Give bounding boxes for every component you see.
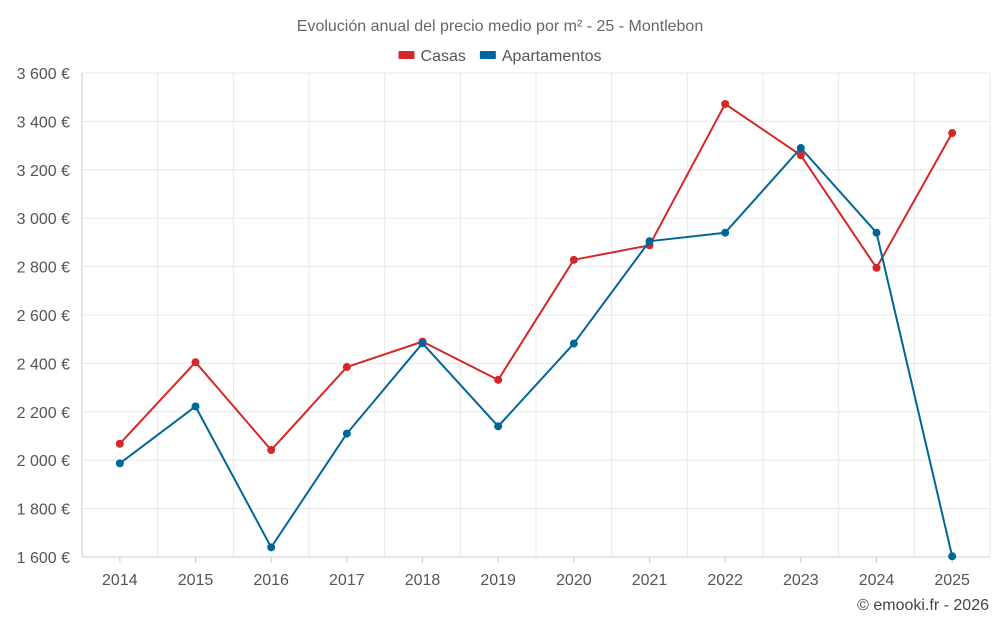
data-point-apartamentos[interactable] — [948, 552, 957, 561]
x-tick-label: 2022 — [707, 572, 743, 589]
series-line-apartamentos — [119, 147, 954, 557]
x-tick-label: 2017 — [329, 572, 365, 589]
x-tick-label: 2025 — [934, 572, 970, 589]
y-tick-label: 2 600 € — [17, 308, 70, 325]
legend: Casas Apartamentos — [398, 48, 602, 65]
y-tick-label: 3 600 € — [17, 66, 70, 83]
x-tick-label: 2014 — [102, 572, 138, 589]
y-tick-label: 2 800 € — [17, 260, 70, 277]
data-point-apartamentos[interactable] — [267, 543, 276, 552]
data-point-apartamentos[interactable] — [191, 402, 200, 411]
legend-label: Casas — [421, 48, 466, 65]
x-axis: 2014 2015 2016 2017 2018 2019 2020 2021 2022 2023… — [82, 556, 990, 589]
data-point-casas[interactable] — [872, 263, 881, 272]
data-point-casas[interactable] — [267, 446, 276, 455]
data-point-casas[interactable] — [948, 129, 957, 138]
data-point-casas[interactable] — [569, 255, 578, 264]
data-point-casas[interactable] — [342, 363, 351, 372]
y-tick-label: 3 400 € — [17, 114, 70, 131]
data-point-apartamentos[interactable] — [342, 429, 351, 438]
x-tick-label: 2023 — [783, 572, 819, 589]
y-tick-label: 2 400 € — [17, 356, 70, 373]
chart-title: Evolución anual del precio medio por m² … — [297, 18, 703, 35]
data-point-apartamentos[interactable] — [418, 339, 427, 348]
data-point-apartamentos[interactable] — [796, 144, 805, 153]
data-point-apartamentos[interactable] — [115, 459, 124, 468]
data-point-casas[interactable] — [494, 375, 503, 384]
y-tick-label: 1 800 € — [17, 502, 70, 519]
y-tick-label: 3 200 € — [17, 163, 70, 180]
y-tick-label: 3 000 € — [17, 211, 70, 228]
data-point-casas[interactable] — [721, 99, 730, 108]
data-point-casas[interactable] — [796, 151, 805, 160]
x-tick-label: 2016 — [253, 572, 289, 589]
data-point-apartamentos[interactable] — [645, 237, 654, 246]
x-tick-label: 2020 — [556, 572, 592, 589]
grid — [81, 72, 991, 558]
credit-text: © emooki.fr - 2026 — [857, 597, 989, 614]
x-tick-label: 2015 — [178, 572, 214, 589]
legend-item-casas[interactable]: Casas — [398, 48, 466, 65]
y-tick-label: 1 600 € — [17, 550, 70, 567]
x-tick-label: 2021 — [632, 572, 668, 589]
data-point-apartamentos[interactable] — [872, 228, 881, 237]
x-tick-label: 2024 — [859, 572, 895, 589]
y-tick-label: 2 200 € — [17, 405, 70, 422]
x-tick-label: 2019 — [480, 572, 516, 589]
legend-swatch — [479, 51, 496, 59]
series-layer — [115, 99, 957, 561]
data-point-apartamentos[interactable] — [569, 339, 578, 348]
series-line-casas — [119, 102, 954, 452]
legend-item-apartamentos[interactable]: Apartamentos — [479, 48, 602, 65]
legend-swatch — [398, 51, 415, 59]
y-tick-label: 2 000 € — [17, 453, 70, 470]
legend-label: Apartamentos — [502, 48, 602, 65]
data-point-apartamentos[interactable] — [721, 228, 730, 237]
data-point-casas[interactable] — [115, 439, 124, 448]
data-point-apartamentos[interactable] — [494, 422, 503, 431]
x-tick-label: 2018 — [405, 572, 441, 589]
y-axis: 1 600 € 1 800 € 2 000 € 2 200 € 2 400 € 2 600… — [17, 66, 83, 567]
data-point-casas[interactable] — [191, 358, 200, 367]
